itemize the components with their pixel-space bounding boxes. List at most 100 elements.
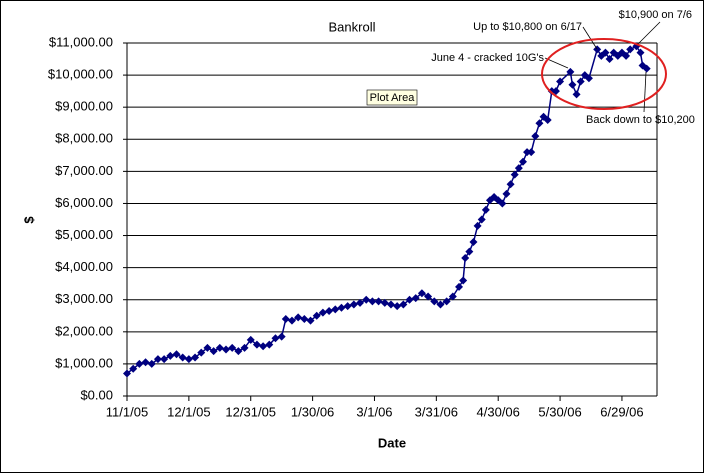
x-tick-label: 3/31/06 <box>415 404 458 419</box>
marker <box>123 369 131 378</box>
y-axis-title: $ <box>21 216 36 224</box>
marker <box>593 45 602 54</box>
marker <box>203 343 212 352</box>
marker <box>129 364 138 373</box>
tooltip-box <box>366 89 418 106</box>
marker <box>527 148 536 157</box>
x-tick-label: 11/1/05 <box>106 404 148 419</box>
marker <box>209 347 218 356</box>
marker <box>576 77 585 86</box>
marker <box>547 87 556 96</box>
y-tick-label: $7,000.00 <box>55 163 113 178</box>
marker <box>477 215 486 224</box>
arrow <box>544 57 569 69</box>
marker <box>469 237 478 246</box>
y-tick-label: $1,000.00 <box>55 355 113 370</box>
marker <box>325 306 334 315</box>
chart-title: Bankroll <box>329 19 376 34</box>
marker <box>228 343 237 352</box>
marker <box>642 64 651 73</box>
marker <box>166 351 175 360</box>
marker <box>424 292 433 301</box>
marker <box>393 302 402 311</box>
marker <box>259 342 268 351</box>
y-tick-label: $5,000.00 <box>55 227 113 242</box>
marker <box>399 300 408 309</box>
marker <box>417 289 426 298</box>
marker <box>535 119 544 128</box>
marker <box>556 77 565 86</box>
annotation: June 4 - cracked 10G's <box>431 52 544 64</box>
marker <box>246 335 255 344</box>
marker <box>510 170 519 179</box>
y-tick-label: $9,000.00 <box>55 99 113 114</box>
marker <box>626 45 635 54</box>
marker <box>240 343 249 352</box>
marker <box>459 276 468 285</box>
marker <box>265 340 274 349</box>
marker <box>572 90 581 99</box>
marker <box>234 347 243 356</box>
marker <box>135 359 144 368</box>
x-tick-label: 4/30/06 <box>477 404 520 419</box>
marker <box>356 298 365 307</box>
marker <box>566 67 575 76</box>
marker <box>294 313 303 322</box>
arrow <box>643 71 647 113</box>
marker <box>551 87 560 96</box>
annotation: Up to $10,800 on 6/17 <box>473 21 582 33</box>
marker <box>386 300 395 309</box>
marker <box>349 300 358 309</box>
marker <box>622 51 631 60</box>
marker <box>331 305 340 314</box>
marker <box>300 314 309 323</box>
marker <box>337 303 346 312</box>
marker <box>277 332 286 341</box>
marker <box>531 132 540 141</box>
marker <box>605 55 614 64</box>
marker <box>601 48 610 57</box>
annotations: June 4 - cracked 10G's Up to $10,800 on … <box>431 9 695 126</box>
marker <box>411 294 420 303</box>
marker <box>461 254 470 263</box>
annotation: Back down to $10,200 <box>586 114 695 126</box>
x-tick-label: 1/30/06 <box>291 404 334 419</box>
annotation: $10,900 on 7/6 <box>619 9 692 21</box>
marker <box>473 221 482 230</box>
marker <box>405 295 414 304</box>
y-tick-label: $10,000.00 <box>48 67 113 82</box>
x-tick-label: 12/31/05 <box>225 404 276 419</box>
marker <box>636 48 645 57</box>
marker <box>436 300 445 309</box>
marker <box>172 350 181 359</box>
marker <box>465 247 474 256</box>
arrow <box>637 21 661 45</box>
y-tick-label: $2,000.00 <box>55 323 113 338</box>
marker <box>147 359 156 368</box>
y-tick-label: $4,000.00 <box>55 259 113 274</box>
marker <box>271 334 280 343</box>
marker <box>197 348 206 357</box>
marker <box>584 74 593 83</box>
y-tick-label: $11,000.00 <box>49 34 113 49</box>
marker <box>374 297 383 306</box>
x-axis-title: Date <box>378 435 406 450</box>
x-tick-label: 6/29/06 <box>600 404 643 419</box>
marker <box>306 316 315 325</box>
marker <box>568 80 577 89</box>
tooltip: Plot Area <box>370 92 416 104</box>
marker <box>523 148 532 157</box>
marker <box>455 282 464 291</box>
x-tick-label: 3/1/06 <box>356 404 392 419</box>
marker <box>153 355 162 364</box>
marker <box>502 189 511 198</box>
marker <box>160 355 169 364</box>
highlight-ellipse <box>541 38 667 110</box>
marker <box>543 116 552 125</box>
marker <box>514 164 523 173</box>
marker <box>221 345 230 354</box>
y-tick-label: $0.00 <box>80 387 113 402</box>
marker <box>343 302 352 311</box>
marker <box>380 298 389 307</box>
